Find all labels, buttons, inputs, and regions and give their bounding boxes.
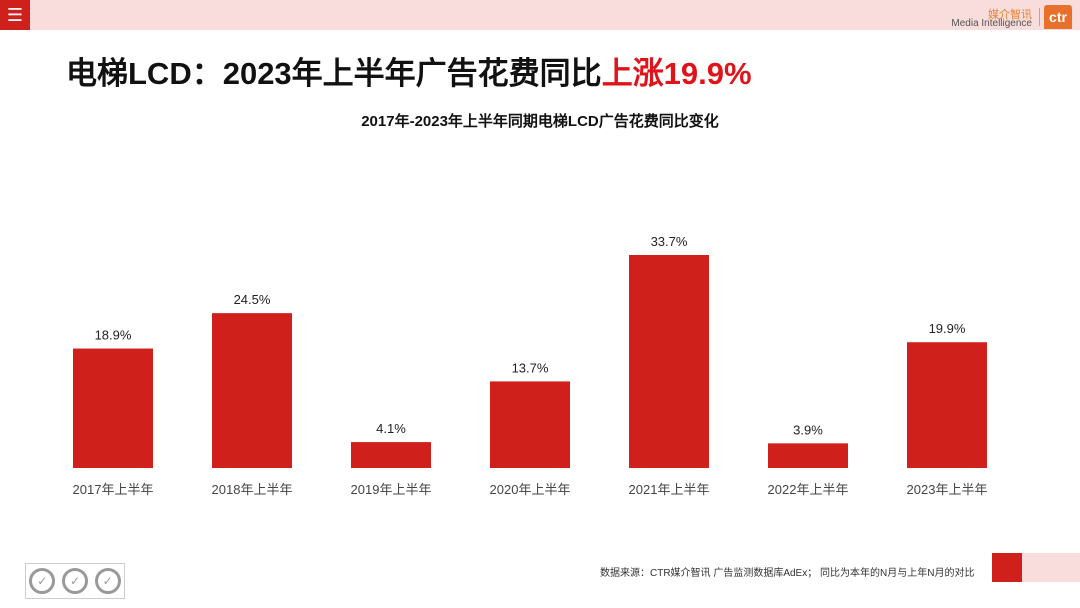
data-label: 13.7% xyxy=(512,360,549,375)
sgs-certification-logos: ✓ ✓ ✓ xyxy=(25,563,125,599)
x-tick-label: 2017年上半年 xyxy=(73,482,154,497)
source-note: 数据来源：CTR媒介智讯 广告监测数据库AdEx； 同比为本年的N月与上年N月的… xyxy=(600,568,975,579)
bar xyxy=(907,342,987,468)
x-tick-label: 2018年上半年 xyxy=(212,482,293,497)
footer-pink-block xyxy=(1022,553,1080,582)
x-tick-label: 2022年上半年 xyxy=(768,482,849,497)
logo-divider xyxy=(1039,8,1040,26)
title-highlight: 上涨19.9% xyxy=(601,56,752,91)
top-bar xyxy=(0,0,1080,30)
data-label: 24.5% xyxy=(234,292,271,307)
bar xyxy=(73,348,153,468)
sgs-check-icon: ✓ xyxy=(29,568,56,594)
page-title: 电梯LCD：2023年上半年广告花费同比上涨19.9% xyxy=(66,48,752,93)
bar xyxy=(490,381,570,468)
chart-title: 2017年-2023年上半年同期电梯LCD广告花费同比变化 xyxy=(361,113,719,130)
footer-red-block xyxy=(992,553,1022,582)
sgs-check-icon: ✓ xyxy=(94,568,121,594)
data-label: 33.7% xyxy=(651,234,688,249)
x-tick-label: 2019年上半年 xyxy=(351,482,432,497)
bar xyxy=(629,255,709,468)
logo-en: Media Intelligence xyxy=(951,18,1032,29)
bar xyxy=(351,442,431,468)
x-tick-label: 2023年上半年 xyxy=(907,482,988,497)
data-label: 18.9% xyxy=(95,328,132,343)
bar-chart: 18.9% 2017年上半年 24.5% 2018年上半年 4.1% 2019年上半年 13… xyxy=(73,234,988,497)
x-tick-label: 2021年上半年 xyxy=(629,482,710,497)
data-label: 4.1% xyxy=(376,421,406,436)
ctr-logo: ctr xyxy=(1044,5,1072,29)
data-label: 3.9% xyxy=(793,422,823,437)
title-prefix: 电梯LCD：2023年上半年广告花费同比 xyxy=(66,56,602,91)
bar xyxy=(212,313,292,468)
hamburger-icon[interactable]: ☰ xyxy=(0,0,30,30)
bar xyxy=(768,443,848,468)
logo-cn: 媒介智讯 xyxy=(988,9,1032,21)
data-label: 19.9% xyxy=(929,321,966,336)
sgs-check-icon: ✓ xyxy=(61,568,88,594)
x-tick-label: 2020年上半年 xyxy=(490,482,571,497)
